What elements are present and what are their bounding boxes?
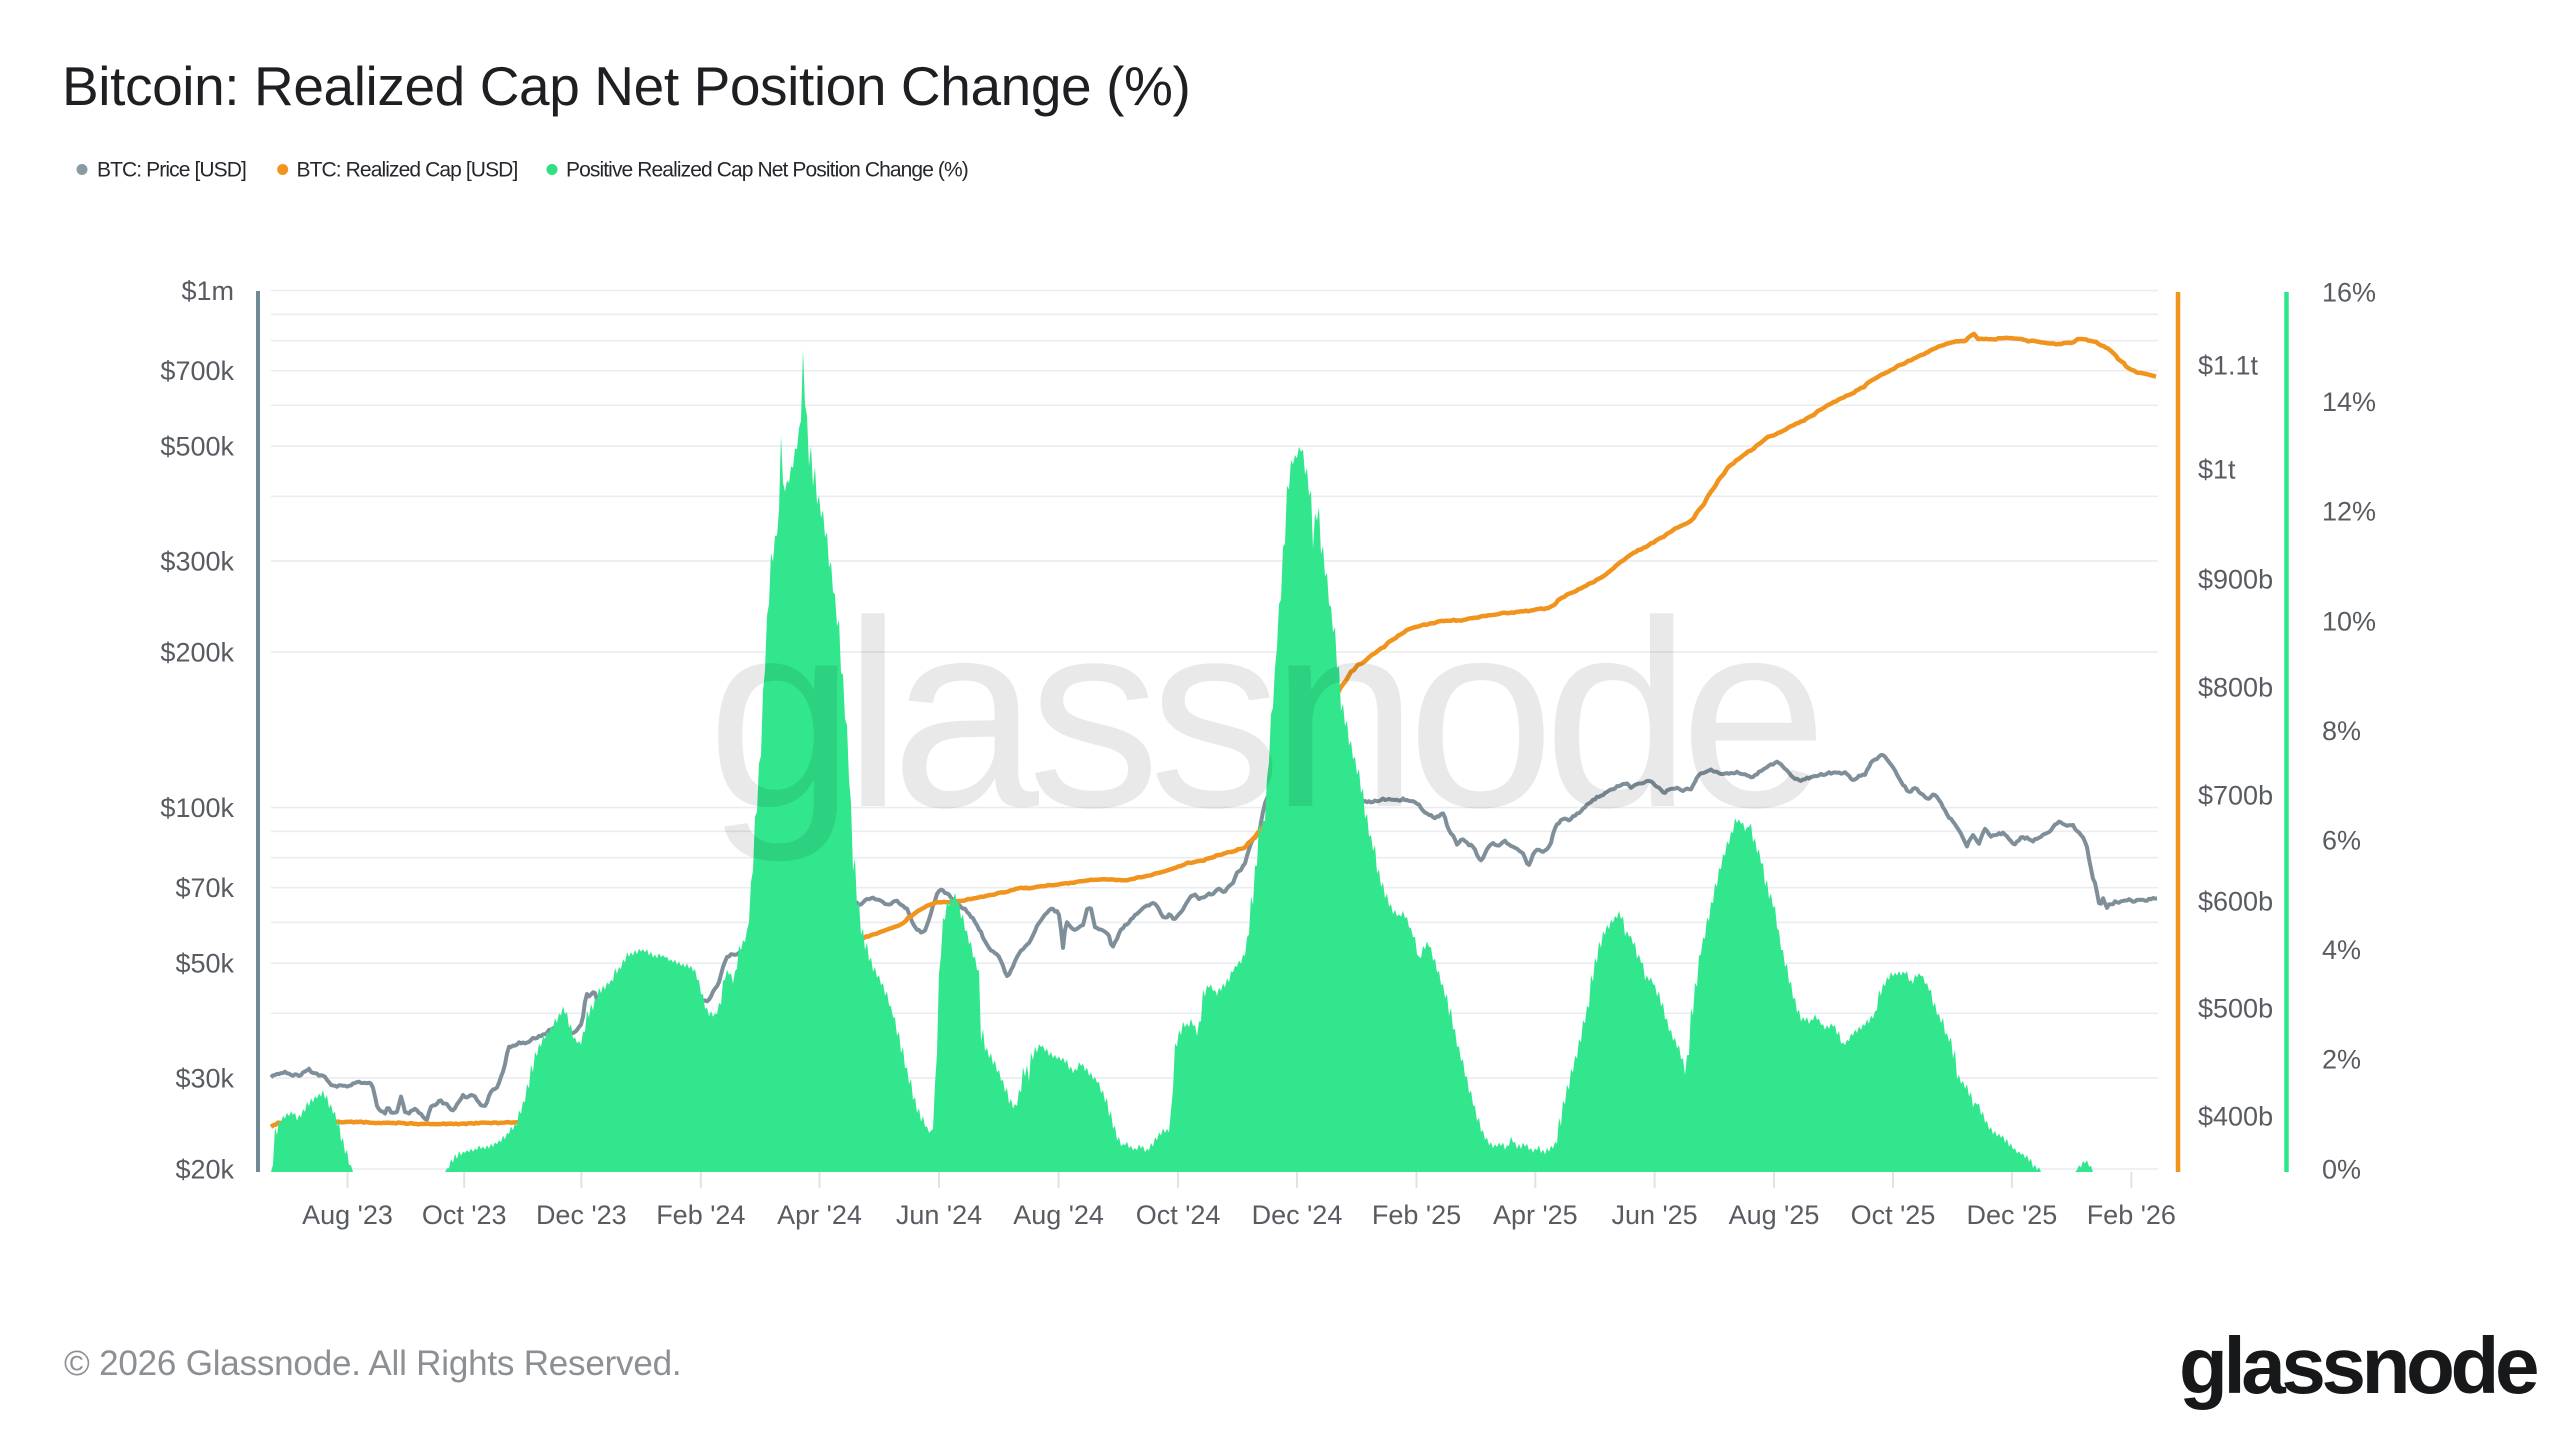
- svg-text:Apr '24: Apr '24: [777, 1200, 862, 1230]
- svg-text:$1t: $1t: [2198, 455, 2236, 485]
- svg-text:© 2026 Glassnode. All Rights R: © 2026 Glassnode. All Rights Reserved.: [64, 1344, 681, 1383]
- svg-text:Oct '23: Oct '23: [422, 1200, 507, 1230]
- svg-text:$20k: $20k: [175, 1155, 234, 1185]
- svg-text:Dec '25: Dec '25: [1967, 1200, 2058, 1230]
- svg-text:Aug '24: Aug '24: [1013, 1200, 1104, 1230]
- svg-text:Feb '25: Feb '25: [1372, 1200, 1461, 1230]
- svg-text:$30k: $30k: [175, 1063, 234, 1093]
- svg-text:12%: 12%: [2322, 497, 2376, 527]
- svg-text:4%: 4%: [2322, 935, 2361, 965]
- svg-text:Feb '24: Feb '24: [656, 1200, 745, 1230]
- svg-text:Dec '23: Dec '23: [536, 1200, 627, 1230]
- svg-text:6%: 6%: [2322, 826, 2361, 856]
- svg-text:$50k: $50k: [175, 949, 234, 979]
- svg-text:glassnode: glassnode: [2179, 1321, 2537, 1410]
- svg-text:glassnode: glassnode: [707, 566, 1817, 864]
- svg-text:$700b: $700b: [2198, 781, 2273, 811]
- svg-text:Jun '25: Jun '25: [1611, 1200, 1697, 1230]
- svg-text:$800b: $800b: [2198, 673, 2273, 703]
- svg-text:Positive Realized Cap Net Posi: Positive Realized Cap Net Position Chang…: [566, 159, 968, 182]
- svg-text:$600b: $600b: [2198, 887, 2273, 917]
- svg-text:$900b: $900b: [2198, 565, 2273, 595]
- svg-text:0%: 0%: [2322, 1154, 2361, 1184]
- svg-text:Jun '24: Jun '24: [896, 1200, 982, 1230]
- svg-text:Aug '25: Aug '25: [1729, 1200, 1820, 1230]
- svg-text:$700k: $700k: [160, 356, 234, 386]
- svg-text:$400b: $400b: [2198, 1102, 2273, 1132]
- svg-text:$1m: $1m: [181, 276, 234, 306]
- svg-text:$300k: $300k: [160, 546, 234, 576]
- svg-text:Feb '26: Feb '26: [2087, 1200, 2176, 1230]
- svg-text:$200k: $200k: [160, 638, 234, 668]
- svg-text:14%: 14%: [2322, 387, 2376, 417]
- svg-text:Bitcoin: Realized Cap Net Posi: Bitcoin: Realized Cap Net Position Chang…: [62, 55, 1190, 117]
- svg-text:10%: 10%: [2322, 606, 2376, 636]
- svg-text:Oct '25: Oct '25: [1851, 1200, 1936, 1230]
- svg-text:$100k: $100k: [160, 793, 234, 823]
- svg-text:8%: 8%: [2322, 716, 2361, 746]
- svg-text:$70k: $70k: [175, 873, 234, 903]
- svg-text:$500k: $500k: [160, 432, 234, 462]
- svg-text:$1.1t: $1.1t: [2198, 351, 2259, 381]
- svg-text:BTC: Price [USD]: BTC: Price [USD]: [97, 159, 246, 182]
- svg-text:Dec '24: Dec '24: [1252, 1200, 1343, 1230]
- svg-text:BTC: Realized Cap [USD]: BTC: Realized Cap [USD]: [297, 159, 518, 182]
- svg-text:16%: 16%: [2322, 278, 2376, 308]
- svg-text:Oct '24: Oct '24: [1136, 1200, 1221, 1230]
- svg-text:Apr '25: Apr '25: [1493, 1200, 1578, 1230]
- svg-text:$500b: $500b: [2198, 994, 2273, 1024]
- svg-text:2%: 2%: [2322, 1045, 2361, 1075]
- svg-text:Aug '23: Aug '23: [302, 1200, 393, 1230]
